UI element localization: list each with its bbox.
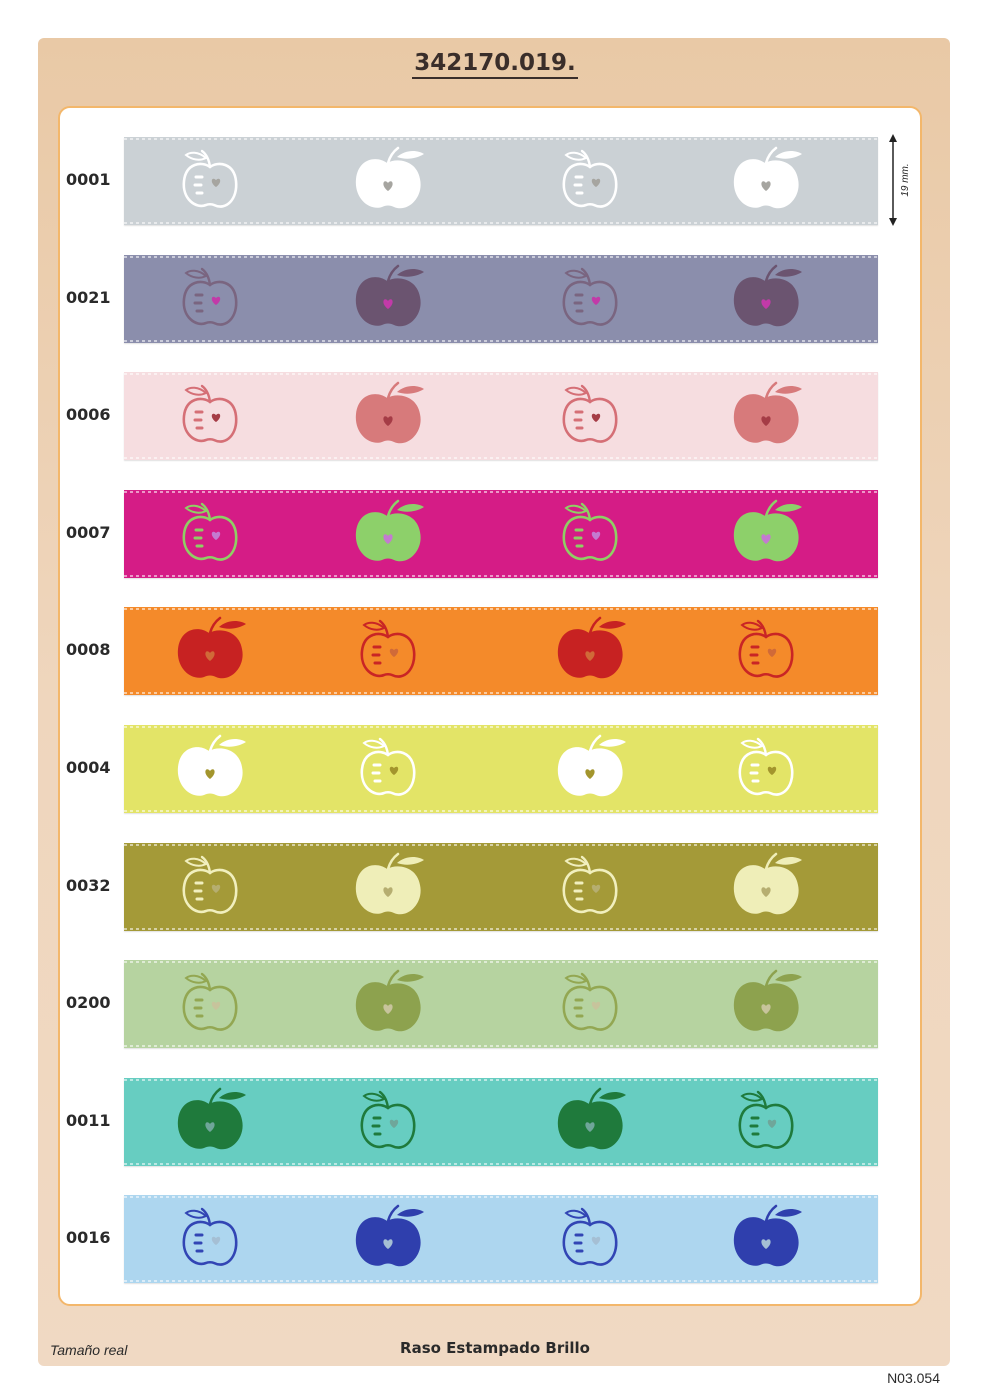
product-name: Raso Estampado Brillo	[400, 1339, 590, 1357]
outline-apple-icon	[182, 972, 238, 1031]
ribbon-swatch	[124, 960, 878, 1048]
ribbon-swatch	[124, 725, 878, 813]
outline-apple-icon	[360, 1090, 416, 1149]
solid-apple-icon	[557, 616, 626, 679]
color-code: 0011	[66, 1111, 111, 1130]
outline-apple-icon	[562, 384, 618, 443]
solid-apple-icon	[733, 1204, 802, 1267]
page-title: 342170.019.	[0, 50, 990, 79]
ribbon-swatch	[124, 255, 878, 343]
outline-apple-icon	[562, 972, 618, 1031]
ribbon-swatch	[124, 490, 878, 578]
color-code: 0008	[66, 640, 111, 659]
outline-apple-icon	[562, 1207, 618, 1266]
outline-apple-icon	[738, 737, 794, 796]
solid-apple-icon	[355, 146, 424, 209]
outline-apple-icon	[182, 1207, 238, 1266]
outline-apple-icon	[182, 149, 238, 208]
outline-apple-icon	[738, 1090, 794, 1149]
color-code: 0016	[66, 1228, 111, 1247]
color-code: 0021	[66, 288, 111, 307]
solid-apple-icon	[177, 616, 246, 679]
catalog-page-number: N03.054	[887, 1370, 940, 1386]
outline-apple-icon	[562, 149, 618, 208]
solid-apple-icon	[733, 264, 802, 327]
solid-apple-icon	[733, 381, 802, 444]
solid-apple-icon	[355, 381, 424, 444]
outline-apple-icon	[562, 267, 618, 326]
solid-apple-icon	[355, 264, 424, 327]
ribbon-swatch	[124, 137, 878, 225]
color-code: 0006	[66, 405, 111, 424]
outline-apple-icon	[738, 619, 794, 678]
solid-apple-icon	[557, 1087, 626, 1150]
outline-apple-icon	[182, 384, 238, 443]
outline-apple-icon	[562, 502, 618, 561]
solid-apple-icon	[177, 734, 246, 797]
width-measure: 19 mm.	[889, 134, 911, 226]
solid-apple-icon	[355, 852, 424, 915]
outline-apple-icon	[360, 619, 416, 678]
size-note: Tamaño real	[50, 1342, 128, 1358]
measure-arrow-bottom	[889, 218, 897, 226]
solid-apple-icon	[733, 146, 802, 209]
ribbon-swatch	[124, 607, 878, 695]
solid-apple-icon	[355, 1204, 424, 1267]
ribbon-swatch	[124, 843, 878, 931]
ribbon-swatch	[124, 1078, 878, 1166]
measure-arrow-top	[889, 134, 897, 142]
color-code: 0200	[66, 993, 111, 1012]
solid-apple-icon	[733, 969, 802, 1032]
color-code: 0004	[66, 758, 111, 777]
outline-apple-icon	[182, 267, 238, 326]
ribbon-swatch	[124, 1195, 878, 1283]
color-code: 0007	[66, 523, 111, 542]
solid-apple-icon	[355, 499, 424, 562]
color-code: 0032	[66, 876, 111, 895]
outline-apple-icon	[562, 855, 618, 914]
solid-apple-icon	[355, 969, 424, 1032]
outline-apple-icon	[360, 737, 416, 796]
outline-apple-icon	[182, 502, 238, 561]
solid-apple-icon	[733, 852, 802, 915]
product-reference: 342170.019.	[412, 50, 578, 79]
solid-apple-icon	[177, 1087, 246, 1150]
solid-apple-icon	[733, 499, 802, 562]
color-code: 0001	[66, 170, 111, 189]
measure-label: 19 mm.	[900, 163, 911, 196]
ribbon-swatch	[124, 372, 878, 460]
solid-apple-icon	[557, 734, 626, 797]
outline-apple-icon	[182, 855, 238, 914]
